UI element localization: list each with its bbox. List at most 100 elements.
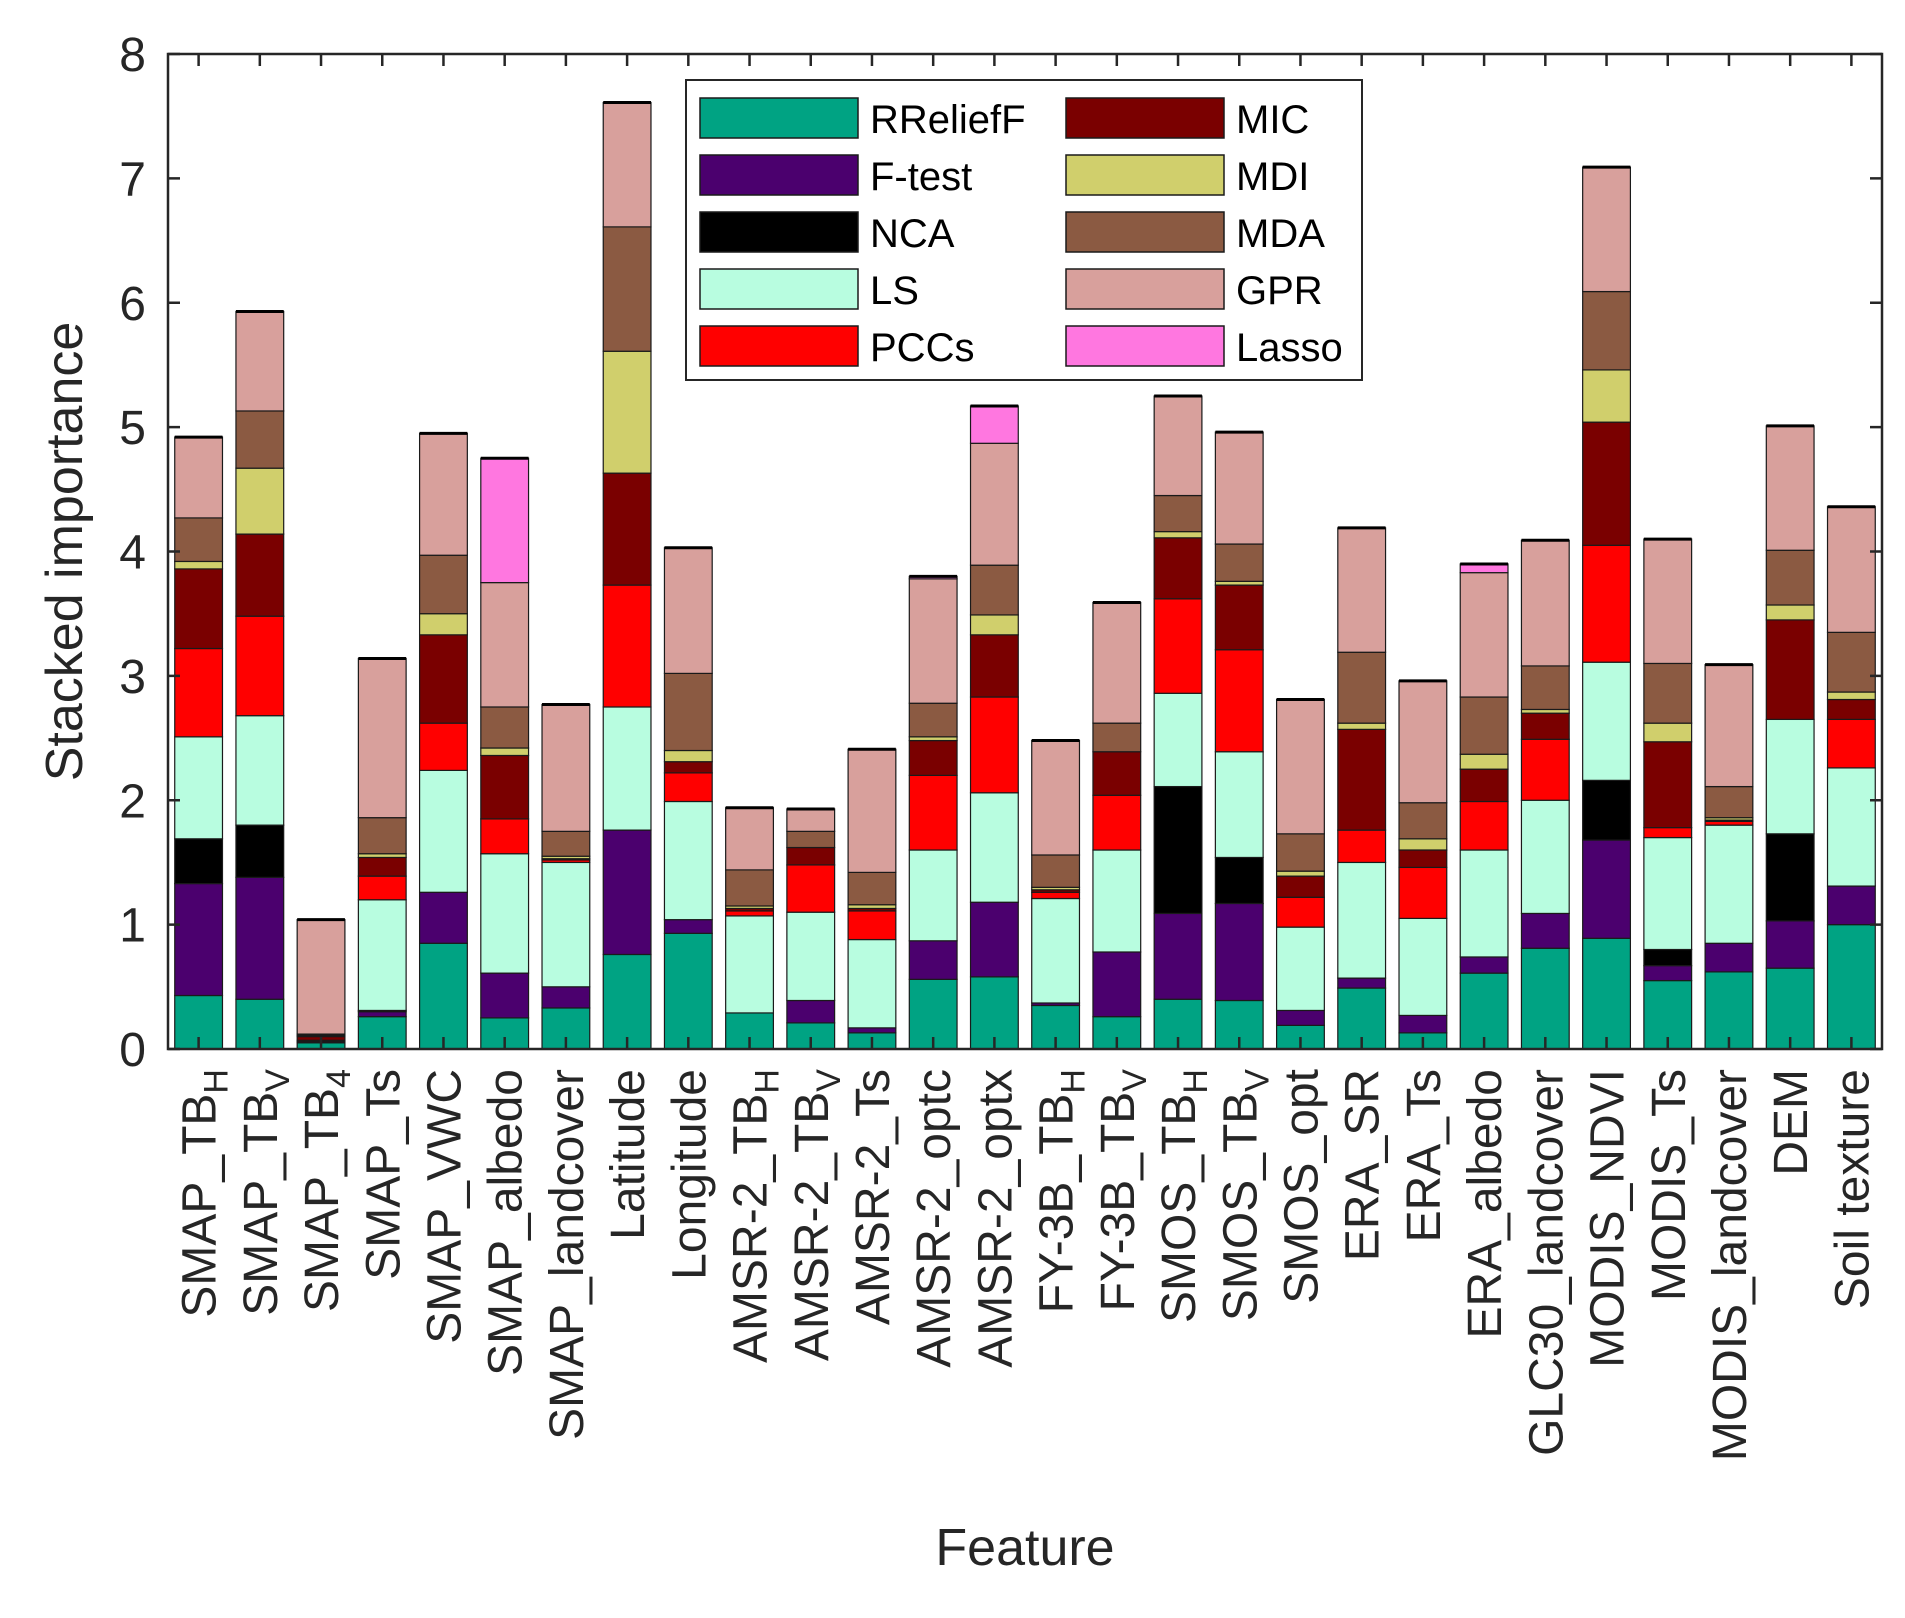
bar-segment [235, 715, 285, 826]
bar-segment [847, 748, 897, 873]
x-tick-label: SMOS_TBH [1153, 1069, 1215, 1323]
x-tick-label: GLC30_landcover [1520, 1069, 1573, 1456]
bar-segment [1643, 538, 1693, 665]
bar-segment [969, 634, 1019, 698]
bar-group [357, 656, 407, 1050]
y-tick-label: 2 [119, 775, 146, 828]
bar-group [725, 806, 775, 1050]
bar-segment [174, 436, 224, 519]
bar-segment [969, 442, 1019, 566]
legend-swatch [699, 268, 859, 310]
x-tick-label: Latitude [602, 1069, 655, 1240]
bar-segment [1520, 712, 1570, 740]
bar-segment [1275, 870, 1325, 877]
bar-segment [1459, 849, 1509, 958]
x-tick-label: MODIS_Ts [1643, 1069, 1696, 1301]
x-tick-label: AMSR-2_TBH [725, 1069, 787, 1363]
bar-group [235, 309, 285, 1050]
bar-segment [663, 749, 713, 763]
legend-label: NCA [870, 212, 955, 256]
bar-segment [1520, 665, 1570, 711]
bar-group [296, 918, 346, 1050]
bar-segment [1520, 738, 1570, 801]
legend-swatch [699, 211, 859, 253]
bar-group [1275, 698, 1325, 1050]
x-tick-label: MODIS_landcover [1704, 1069, 1757, 1461]
x-tick-label: ERA_albedo [1459, 1069, 1512, 1339]
bar-segment [174, 517, 224, 563]
bar-segment [663, 547, 713, 674]
bar-segment [1582, 779, 1632, 841]
x-tick-label: SMAP_TBV [235, 1069, 297, 1316]
x-tick-label: Soil texture [1826, 1069, 1879, 1309]
bar-segment [1520, 947, 1570, 1050]
bar-group [418, 431, 468, 1050]
bar-segment [1153, 395, 1203, 497]
x-tick-label: ERA_SR [1337, 1069, 1390, 1261]
bar-segment [174, 568, 224, 650]
x-tick-label: SMOS_opt [1275, 1069, 1328, 1304]
bar-segment [1092, 951, 1142, 1018]
bar-segment [663, 761, 713, 774]
bar-segment [1398, 838, 1448, 851]
bar-segment [1214, 543, 1264, 582]
bar-segment [602, 829, 652, 956]
bar-segment [1337, 728, 1387, 831]
x-tick-label: SMAP_TBH [174, 1069, 236, 1318]
bar-segment [1153, 598, 1203, 694]
bar-segment [1092, 751, 1142, 796]
bar-segment [1153, 785, 1203, 915]
bar-segment [1826, 691, 1876, 701]
bar-segment [1459, 768, 1509, 803]
bar-segment [1582, 290, 1632, 371]
bar-segment [480, 581, 530, 708]
bar-segment [602, 226, 652, 352]
legend-swatch [1065, 97, 1225, 139]
bar-segment [786, 846, 836, 866]
bar-segment [908, 774, 958, 851]
bar-segment [1275, 875, 1325, 898]
bar-segment [480, 853, 530, 974]
legend-label: MDI [1236, 155, 1309, 199]
bar-segment [1337, 527, 1387, 653]
bar-segment [602, 953, 652, 1050]
bar-segment [1214, 856, 1264, 905]
bar-segment [786, 808, 836, 832]
x-tick-label: SMAP_landcover [541, 1069, 594, 1440]
bar-group [1337, 526, 1387, 1050]
bar-group [1704, 663, 1754, 1050]
bar-segment [1704, 785, 1754, 819]
bar-segment [418, 769, 468, 893]
bar-segment [357, 899, 407, 1012]
bar-segment [1643, 948, 1693, 967]
bar-segment [1092, 722, 1142, 753]
bar-segment [1031, 897, 1081, 1004]
y-tick-label: 4 [119, 527, 146, 580]
bar-group [480, 456, 530, 1050]
bar-segment [1704, 664, 1754, 788]
bar-segment [663, 800, 713, 921]
bar-segment [1643, 965, 1693, 982]
bar-segment [480, 972, 530, 1019]
bar-group [1398, 679, 1448, 1050]
legend-label: LS [870, 269, 919, 313]
bar-segment [1214, 751, 1264, 859]
bar-segment [1826, 631, 1876, 693]
legend-label: GPR [1236, 269, 1323, 313]
x-tick-label: AMSR-2_optx [969, 1069, 1022, 1368]
bar-segment [1214, 649, 1264, 753]
bar-segment [725, 807, 775, 871]
x-tick-label: AMSR-2_TBV [786, 1069, 848, 1361]
bar-segment [786, 911, 836, 1002]
bar-segment [480, 818, 530, 855]
y-tick-label: 3 [119, 651, 146, 704]
bar-segment [1765, 833, 1815, 922]
legend-swatch [699, 97, 859, 139]
bar-segment [1337, 651, 1387, 724]
x-axis-title: Feature [935, 1519, 1114, 1577]
legend-label: PCCs [870, 326, 974, 370]
bar-segment [235, 410, 285, 469]
bar-segment [357, 1011, 407, 1018]
bar-segment [663, 932, 713, 1050]
